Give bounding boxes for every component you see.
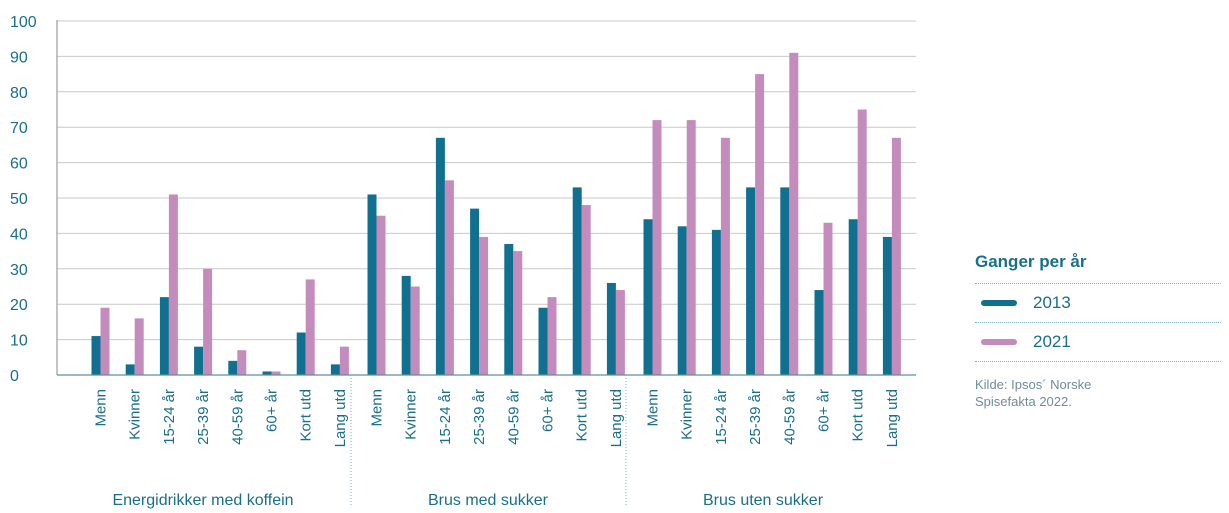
- bar-2013: [643, 219, 653, 375]
- legend-swatch-2013: [981, 300, 1017, 306]
- bar-2021: [652, 120, 662, 376]
- y-tick-label: 0: [10, 368, 19, 385]
- x-category-label: 60+ år: [264, 389, 281, 432]
- bar-2021: [203, 268, 213, 375]
- bar-2013: [194, 346, 204, 375]
- legend-label-2013: 2013: [1033, 293, 1071, 312]
- legend-swatch-2021: [981, 339, 1017, 345]
- group-label: Brus uten sukker: [703, 492, 824, 509]
- y-tick-label: 80: [10, 85, 28, 102]
- bar-2013: [538, 307, 548, 375]
- x-category-label: 60+ år: [816, 389, 833, 432]
- bar-2013: [848, 219, 858, 375]
- bar-2021: [376, 215, 386, 375]
- x-category-label: Menn: [93, 389, 110, 427]
- y-tick-label: 90: [10, 49, 28, 66]
- x-category-label: 15-24 år: [437, 389, 454, 445]
- bar-2013: [262, 371, 272, 375]
- x-category-label: Kvinner: [679, 389, 696, 440]
- bar-2021: [789, 52, 799, 376]
- bar-2021: [134, 318, 144, 375]
- legend-title: Ganger per år: [975, 252, 1087, 271]
- x-category-label: Kort utd: [850, 389, 867, 442]
- bar-2021: [823, 222, 833, 375]
- bar-2021: [857, 109, 867, 375]
- bar-2013: [125, 364, 135, 375]
- bar-chart: 0 10 20 30 40 50 60 70 80 90 100 Menn Kvinner 15-24 å…: [10, 14, 916, 509]
- x-category-label: Menn: [369, 389, 386, 427]
- bar-2021: [513, 251, 523, 375]
- x-category-label: 40-59 år: [781, 389, 798, 445]
- x-category-label: 15-24 år: [161, 389, 178, 445]
- legend-item-2021: 2021: [975, 322, 1221, 362]
- bar-2021: [891, 137, 901, 375]
- bar-2021: [237, 350, 247, 375]
- x-category-label: 40-59 år: [229, 389, 246, 445]
- bar-2013: [882, 236, 892, 375]
- bar-2021: [100, 307, 110, 375]
- x-category-label: 15-24 år: [713, 389, 730, 445]
- bar-2021: [444, 180, 454, 375]
- bar-2013: [711, 229, 721, 375]
- legend: Ganger per år 2013 2021 Kilde: Ipsos´ No…: [975, 252, 1221, 410]
- bar-2021: [305, 279, 315, 375]
- source-note: Kilde: Ipsos´ Norske Spisefakta 2022.: [975, 377, 1092, 409]
- bar-2013: [606, 282, 616, 375]
- x-category-label: Lang utd: [332, 389, 349, 447]
- bar-2021: [547, 297, 557, 375]
- bar-2013: [504, 244, 514, 375]
- bar-2013: [814, 290, 824, 375]
- x-category-label: 40-59 år: [505, 389, 522, 445]
- x-category-label: 25-39 år: [195, 389, 212, 445]
- x-category-label: Kvinner: [127, 389, 144, 440]
- bar-2013: [367, 194, 377, 375]
- bar-2021: [581, 205, 591, 375]
- y-tick-label: 40: [10, 226, 28, 243]
- bar-2021: [168, 194, 178, 375]
- legend-label-2021: 2021: [1033, 332, 1071, 351]
- bar-2013: [435, 137, 445, 375]
- y-tick-label: 10: [10, 333, 28, 350]
- bar-2021: [720, 137, 730, 375]
- bar-2021: [479, 236, 489, 375]
- bar-2013: [228, 360, 238, 375]
- x-category-label: 25-39 år: [471, 389, 488, 445]
- y-tick-label: 100: [10, 14, 37, 31]
- bar-2013: [91, 336, 101, 375]
- legend-item-2013: 2013: [975, 283, 1221, 322]
- bar-2021: [686, 120, 696, 376]
- x-category-label: Kvinner: [403, 389, 420, 440]
- bar-2013: [746, 187, 756, 375]
- bar-2013: [677, 226, 687, 375]
- bar-2013: [780, 187, 790, 375]
- x-category-label: Lang utd: [608, 389, 625, 447]
- x-category-label: Kort utd: [574, 389, 591, 442]
- bar-2013: [572, 187, 582, 375]
- x-category-label: Lang utd: [884, 389, 901, 447]
- bar-2021: [615, 290, 625, 375]
- x-category-label: Kort utd: [298, 389, 315, 442]
- group-label: Energidrikker med koffein: [112, 492, 293, 509]
- bar-2013: [296, 332, 306, 375]
- group-label: Brus med sukker: [428, 492, 549, 509]
- bar-2021: [271, 371, 281, 375]
- bar-2021: [339, 346, 349, 375]
- bar-2021: [410, 286, 420, 375]
- y-tick-label: 60: [10, 156, 28, 173]
- bar-2013: [159, 297, 169, 375]
- y-tick-label: 30: [10, 262, 28, 279]
- bar-2013: [330, 364, 340, 375]
- y-tick-label: 50: [10, 191, 28, 208]
- y-tick-label: 70: [10, 120, 28, 137]
- x-category-label: 25-39 år: [747, 389, 764, 445]
- bar-2013: [470, 208, 480, 375]
- bar-2021: [755, 74, 765, 375]
- bar-2013: [401, 275, 411, 375]
- x-category-label: 60+ år: [540, 389, 557, 432]
- x-category-label: Menn: [645, 389, 662, 427]
- y-tick-label: 20: [10, 297, 28, 314]
